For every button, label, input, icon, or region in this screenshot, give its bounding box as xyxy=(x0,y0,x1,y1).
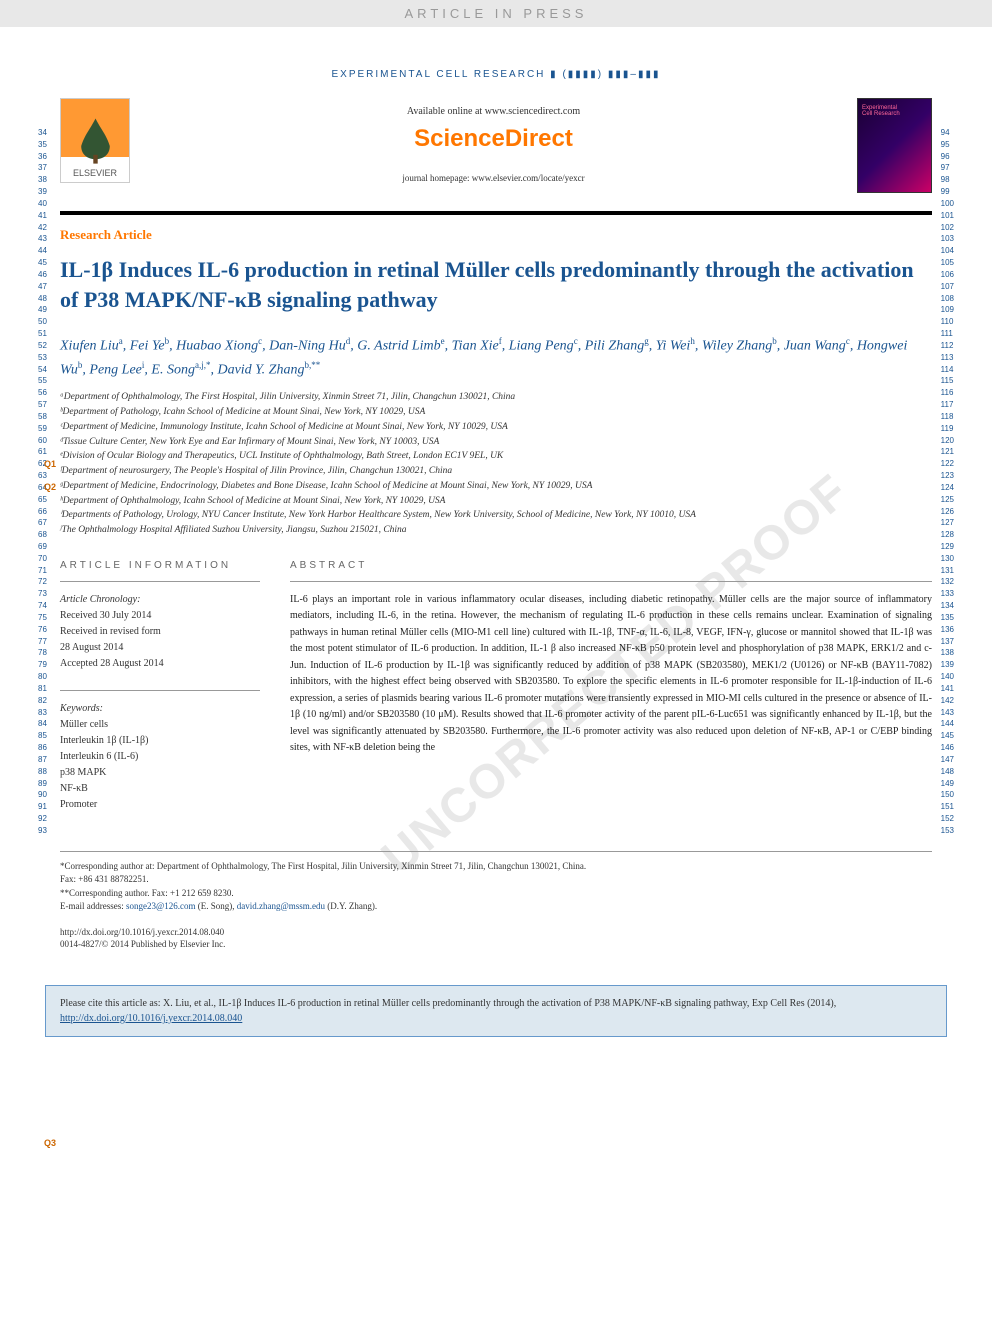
article-chronology-block: Article Chronology: Received 30 July 201… xyxy=(60,581,260,672)
corresp-line2: **Corresponding author. Fax: +1 212 659 … xyxy=(60,887,932,901)
citation-link[interactable]: http://dx.doi.org/10.1016/j.yexcr.2014.0… xyxy=(60,1013,242,1024)
affiliation-line: ᵇDepartment of Pathology, Icahn School o… xyxy=(60,405,932,420)
affiliation-line: ᵃDepartment of Ophthalmology, The First … xyxy=(60,390,932,405)
email-label: E-mail addresses: xyxy=(60,901,126,911)
affiliation-line: ᶜDepartment of Medicine, Immunology Inst… xyxy=(60,420,932,435)
q2-marker: Q2 xyxy=(44,482,56,492)
citation-text: Please cite this article as: X. Liu, et … xyxy=(60,998,836,1009)
q3-marker: Q3 xyxy=(44,1138,56,1148)
doi-block: http://dx.doi.org/10.1016/j.yexcr.2014.0… xyxy=(60,926,932,951)
revised-date: 28 August 2014 xyxy=(60,640,260,656)
abstract-heading: ABSTRACT xyxy=(290,560,932,571)
affiliation-line: ᵉDivision of Ocular Biology and Therapeu… xyxy=(60,449,932,464)
author-list: Xiufen Liua, Fei Yeb, Huabao Xiongc, Dan… xyxy=(60,334,932,382)
accepted-date: Accepted 28 August 2014 xyxy=(60,656,260,672)
article-info-heading: ARTICLE INFORMATION xyxy=(60,560,260,571)
q1-marker: Q1 xyxy=(44,459,56,469)
affiliation-line: ᶠDepartment of neurosurgery, The People'… xyxy=(60,464,932,479)
keyword-item: Interleukin 6 (IL-6) xyxy=(60,749,260,765)
copyright-line: 0014-4827/© 2014 Published by Elsevier I… xyxy=(60,938,932,951)
article-type-label: Research Article xyxy=(60,227,932,243)
journal-header-box: ELSEVIER Available online at www.science… xyxy=(60,98,932,215)
keywords-block: Keywords: Müller cellsInterleukin 1β (IL… xyxy=(60,690,260,813)
elsevier-logo: ELSEVIER xyxy=(60,98,130,183)
email-link-1[interactable]: songe23@126.com xyxy=(126,901,196,911)
affiliation-line: ʰDepartment of Ophthalmology, Icahn Scho… xyxy=(60,494,932,509)
abstract-text: IL-6 plays an important role in various … xyxy=(290,581,932,757)
journal-cover-image: Experimental Cell Research xyxy=(857,98,932,193)
chronology-label: Article Chronology: xyxy=(60,592,260,608)
line-numbers-right: 9495969798991001011021031041051061071081… xyxy=(941,127,954,837)
affiliation-line: ᵈTissue Culture Center, New York Eye and… xyxy=(60,435,932,450)
keyword-item: Interleukin 1β (IL-1β) xyxy=(60,733,260,749)
correspondence-block: *Corresponding author at: Department of … xyxy=(60,860,932,914)
journal-running-header: EXPERIMENTAL CELL RESEARCH ▮ (▮▮▮▮) ▮▮▮–… xyxy=(60,69,932,80)
doi-url: http://dx.doi.org/10.1016/j.yexcr.2014.0… xyxy=(60,926,932,939)
keyword-item: NF-κB xyxy=(60,781,260,797)
revised-label: Received in revised form xyxy=(60,624,260,640)
citation-box: Please cite this article as: X. Liu, et … xyxy=(45,985,947,1037)
email-link-2[interactable]: david.zhang@mssm.edu xyxy=(237,901,325,911)
journal-homepage-text: journal homepage: www.elsevier.com/locat… xyxy=(150,173,837,183)
cover-line2: Cell Research xyxy=(862,111,900,117)
keyword-item: Müller cells xyxy=(60,717,260,733)
received-date: Received 30 July 2014 xyxy=(60,608,260,624)
article-in-press-banner: ARTICLE IN PRESS xyxy=(0,0,992,27)
keyword-item: Promoter xyxy=(60,797,260,813)
elsevier-label: ELSEVIER xyxy=(73,168,117,178)
affiliation-line: ⁱDepartments of Pathology, Urology, NYU … xyxy=(60,508,932,523)
affiliation-line: ʲThe Ophthalmology Hospital Affiliated S… xyxy=(60,523,932,538)
available-online-text: Available online at www.sciencedirect.co… xyxy=(150,106,837,117)
corresp-line1: *Corresponding author at: Department of … xyxy=(60,860,932,874)
affiliations-list: ᵃDepartment of Ophthalmology, The First … xyxy=(60,390,932,537)
elsevier-tree-icon xyxy=(68,113,123,168)
sciencedirect-logo[interactable]: ScienceDirect xyxy=(150,125,837,153)
affiliation-line: ᵍDepartment of Medicine, Endocrinology, … xyxy=(60,479,932,494)
keywords-label: Keywords: xyxy=(60,701,260,717)
corresp-fax1: Fax: +86 431 88782251. xyxy=(60,873,932,887)
email2-name: (D.Y. Zhang). xyxy=(325,901,377,911)
keyword-item: p38 MAPK xyxy=(60,765,260,781)
article-title: IL-1β Induces IL-6 production in retinal… xyxy=(60,255,932,314)
email1-name: (E. Song), xyxy=(196,901,237,911)
